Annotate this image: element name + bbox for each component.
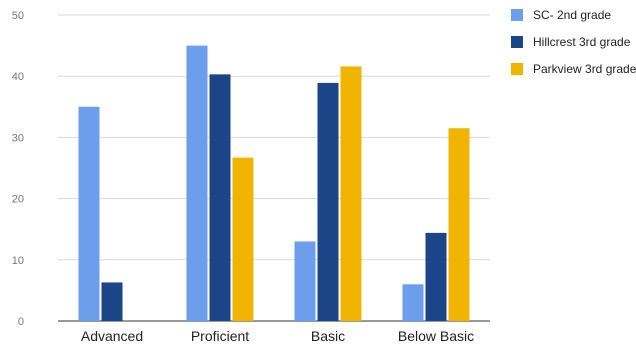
bar-1-4 (402, 284, 424, 321)
y-tick-label: 10 (12, 255, 24, 267)
x-category-label: Advanced (81, 328, 143, 344)
bar-1-3 (294, 241, 316, 321)
bar-2-1 (101, 282, 123, 321)
bar-3-2 (232, 157, 254, 321)
y-tick-label: 0 (18, 316, 24, 328)
gridlines (58, 14, 490, 322)
legend-swatch (511, 63, 523, 75)
legend: SC- 2nd grade Hillcrest 3rd grade Parkview… (511, 8, 636, 76)
bar-2-4 (425, 232, 447, 321)
y-tick-label: 40 (12, 71, 24, 83)
bar-3-3 (340, 66, 362, 322)
x-category-label: Proficient (191, 328, 249, 344)
legend-swatch (511, 9, 523, 21)
x-category-label: Basic (311, 328, 345, 344)
legend-label: Hillcrest 3rd grade (533, 35, 631, 49)
y-tick-label: 20 (12, 194, 24, 206)
legend-label: SC- 2nd grade (533, 8, 611, 22)
bar-1-2 (186, 45, 208, 321)
x-category-label: Below Basic (398, 328, 474, 344)
bar-2-3 (317, 82, 339, 321)
legend-swatch (511, 36, 523, 48)
y-axis-ticks: 0 10 20 30 40 50 (12, 10, 24, 328)
y-tick-label: 30 (12, 132, 24, 144)
legend-label: Parkview 3rd grade (533, 62, 636, 76)
bar-1-1 (78, 106, 100, 321)
bar-3-4 (448, 128, 470, 321)
y-tick-label: 50 (12, 10, 24, 22)
bar-2-2 (209, 74, 231, 321)
x-axis-categories: Advanced Proficient Basic Below Basic (81, 328, 474, 344)
bars (78, 45, 470, 322)
